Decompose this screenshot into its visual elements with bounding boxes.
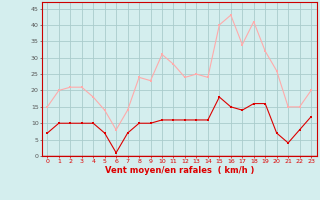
X-axis label: Vent moyen/en rafales  ( km/h ): Vent moyen/en rafales ( km/h ) [105,166,254,175]
